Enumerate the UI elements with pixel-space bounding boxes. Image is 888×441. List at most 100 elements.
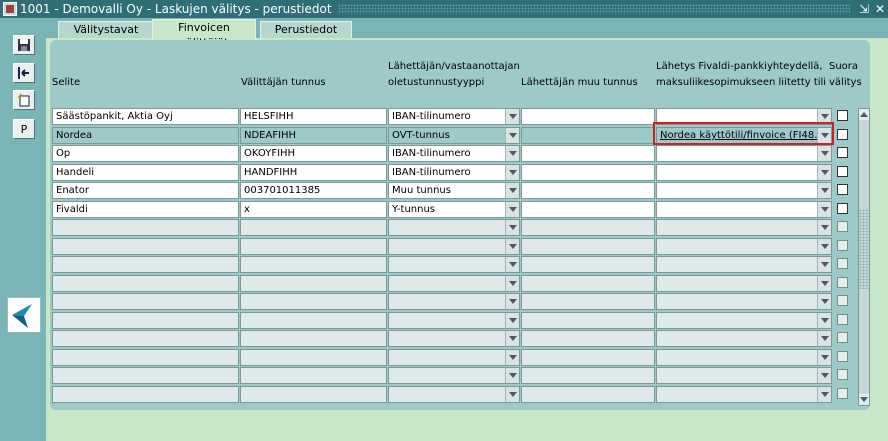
scroll-up-icon[interactable] [859,109,869,120]
chevron-down-icon[interactable] [817,128,831,143]
chevron-down-icon[interactable] [817,183,831,198]
tunnus-cell[interactable] [240,312,387,329]
selite-cell[interactable] [52,386,239,403]
chevron-down-icon[interactable] [505,239,519,254]
empty-table-row[interactable] [50,349,850,366]
selite-cell[interactable] [52,349,239,366]
muu-cell[interactable] [521,275,655,292]
close-icon[interactable]: ✕ [874,2,886,16]
chevron-down-icon[interactable] [817,368,831,383]
chevron-down-icon[interactable] [817,257,831,272]
selite-cell[interactable]: Op [52,145,239,162]
tili-select[interactable] [656,312,832,329]
chevron-down-icon[interactable] [505,350,519,365]
suora-checkbox[interactable] [837,240,848,251]
suora-checkbox[interactable] [837,203,848,214]
selite-cell[interactable]: Enator [52,182,239,199]
chevron-down-icon[interactable] [505,294,519,309]
table-row[interactable]: Säästöpankit, Aktia Oyj HELSFIHH IBAN-tili… [50,108,850,125]
suora-checkbox[interactable] [837,147,848,158]
selite-cell[interactable] [52,275,239,292]
chevron-down-icon[interactable] [505,387,519,402]
tili-select[interactable] [656,256,832,273]
chevron-down-icon[interactable] [817,165,831,180]
muu-cell[interactable] [521,201,655,218]
tunnus-cell[interactable] [240,386,387,403]
empty-table-row[interactable] [50,293,850,310]
muu-cell[interactable] [521,164,655,181]
tunnus-cell[interactable]: NDEAFIHH [240,127,387,144]
tyyppi-select[interactable]: IBAN-tilinumero [388,164,520,181]
tili-select[interactable]: Nordea käyttötili/finvoice (FI48... [656,127,832,144]
new-record-icon[interactable] [13,90,35,110]
empty-table-row[interactable] [50,256,850,273]
selite-cell[interactable] [52,256,239,273]
muu-cell[interactable] [521,127,655,144]
suora-checkbox[interactable] [837,258,848,269]
chevron-down-icon[interactable] [505,202,519,217]
save-icon[interactable] [13,35,35,55]
table-row[interactable]: Handeli HANDFIHH IBAN-tilinumero [50,164,850,181]
muu-cell[interactable] [521,256,655,273]
chevron-down-icon[interactable] [505,313,519,328]
chevron-down-icon[interactable] [505,276,519,291]
restore-icon[interactable]: ⇲ [858,2,870,16]
empty-table-row[interactable] [50,367,850,384]
table-row[interactable]: Enator 003701011385 Muu tunnus [50,182,850,199]
muu-cell[interactable] [521,145,655,162]
chevron-down-icon[interactable] [505,128,519,143]
suora-checkbox[interactable] [837,332,848,343]
tunnus-cell[interactable] [240,330,387,347]
tyyppi-select[interactable] [388,275,520,292]
tunnus-cell[interactable] [240,256,387,273]
tunnus-cell[interactable] [240,293,387,310]
chevron-down-icon[interactable] [505,257,519,272]
tunnus-cell[interactable] [240,349,387,366]
scroll-down-icon[interactable] [859,394,869,405]
tunnus-cell[interactable] [240,219,387,236]
suora-checkbox[interactable] [837,295,848,306]
chevron-down-icon[interactable] [505,368,519,383]
suora-checkbox[interactable] [837,314,848,325]
tyyppi-select[interactable] [388,312,520,329]
chevron-down-icon[interactable] [505,146,519,161]
tili-select[interactable] [656,145,832,162]
tab-perustiedot[interactable]: Perustiedot [260,21,352,38]
muu-cell[interactable] [521,293,655,310]
chevron-down-icon[interactable] [505,109,519,124]
chevron-down-icon[interactable] [817,202,831,217]
selite-cell[interactable] [52,293,239,310]
tab-valitystavat[interactable]: Välitystavat [58,21,154,38]
chevron-down-icon[interactable] [817,109,831,124]
tyyppi-select[interactable] [388,219,520,236]
tili-select[interactable] [656,293,832,310]
table-row[interactable]: Op OKOYFIHH IBAN-tilinumero [50,145,850,162]
chevron-down-icon[interactable] [505,331,519,346]
tyyppi-select[interactable]: Muu tunnus [388,182,520,199]
tab-finvoicen-valittajat[interactable]: Finvoicen välittäjät [152,19,256,49]
tyyppi-select[interactable] [388,256,520,273]
empty-table-row[interactable] [50,219,850,236]
chevron-down-icon[interactable] [817,313,831,328]
tili-select[interactable] [656,367,832,384]
chevron-down-icon[interactable] [817,387,831,402]
tyyppi-select[interactable] [388,349,520,366]
tunnus-cell[interactable]: x [240,201,387,218]
muu-cell[interactable] [521,367,655,384]
vertical-scrollbar[interactable] [858,108,870,406]
muu-cell[interactable] [521,182,655,199]
tunnus-cell[interactable]: OKOYFIHH [240,145,387,162]
suora-checkbox[interactable] [837,388,848,399]
chevron-down-icon[interactable] [817,146,831,161]
selite-cell[interactable]: Säästöpankit, Aktia Oyj [52,108,239,125]
suora-checkbox[interactable] [837,277,848,288]
tyyppi-select[interactable] [388,330,520,347]
tyyppi-select[interactable] [388,367,520,384]
selite-cell[interactable] [52,330,239,347]
exit-icon[interactable] [13,63,35,83]
suora-checkbox[interactable] [837,351,848,362]
chevron-down-icon[interactable] [817,220,831,235]
chevron-down-icon[interactable] [817,239,831,254]
empty-table-row[interactable] [50,238,850,255]
suora-checkbox[interactable] [837,369,848,380]
